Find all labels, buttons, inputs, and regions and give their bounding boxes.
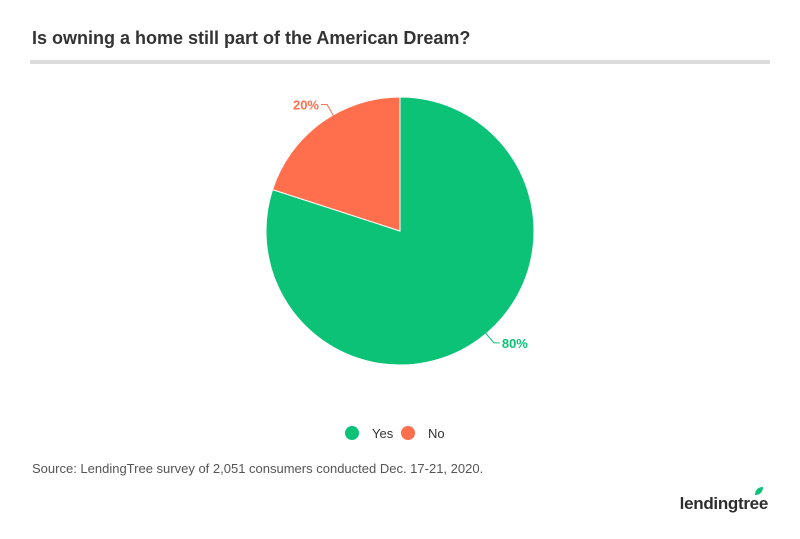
legend-swatch-no <box>401 426 415 440</box>
leaf-icon <box>755 487 763 495</box>
chart-title: Is owning a home still part of the Ameri… <box>32 28 471 48</box>
slice-label-no: 20% <box>293 98 319 113</box>
slice-labels: 80% 20% <box>293 98 528 351</box>
leader-line-yes <box>485 332 500 344</box>
title-divider <box>30 60 770 64</box>
slice-label-yes: 80% <box>502 336 528 351</box>
leader-line-no <box>321 104 334 117</box>
pie-slices <box>265 96 535 366</box>
legend-swatch-yes <box>345 426 359 440</box>
legend-label-no: No <box>428 426 445 441</box>
legend-item-yes: Yes <box>345 426 394 441</box>
legend-label-yes: Yes <box>372 426 394 441</box>
legend: Yes No <box>345 426 445 441</box>
lendingtree-logo: lendingtree <box>679 494 769 513</box>
source-note: Source: LendingTree survey of 2,051 cons… <box>32 461 484 476</box>
slice-leader-lines <box>321 104 500 344</box>
pie-slice-no <box>271 96 401 232</box>
legend-item-no: No <box>401 426 445 441</box>
